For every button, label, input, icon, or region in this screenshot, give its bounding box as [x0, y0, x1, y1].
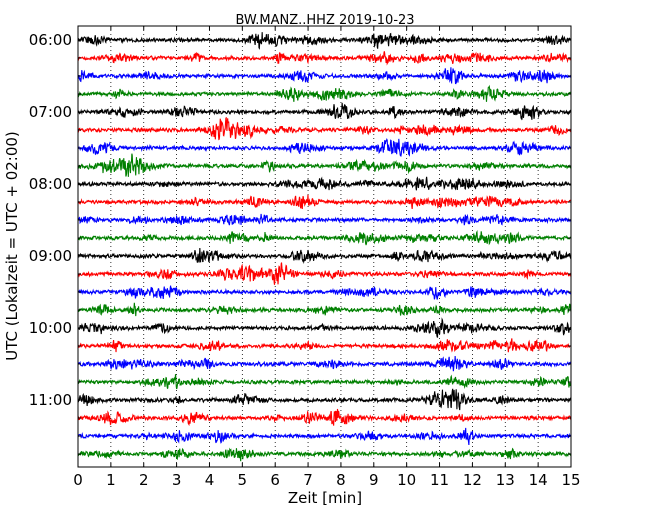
trace-0945: [77, 302, 572, 317]
x-tick-label: 1: [106, 471, 116, 489]
trace-0715: [77, 116, 572, 141]
trace-1115: [77, 408, 572, 427]
y-tick-labels: 06:00 07:00 08:00 09:00 10:00 11:00: [29, 31, 72, 409]
trace-1000: [77, 317, 572, 338]
axis-ticks: [77, 26, 572, 467]
trace-1015: [77, 338, 572, 353]
trace-1045: [77, 374, 572, 390]
y-tick-label: 09:00: [29, 247, 72, 265]
trace-1030: [77, 355, 572, 372]
y-tick-label: 06:00: [29, 31, 72, 49]
plot-frame: [77, 25, 572, 468]
trace-0615: [77, 51, 572, 66]
trace-0930: [77, 285, 572, 300]
trace-1130: [77, 427, 572, 446]
x-tick-label: 2: [139, 471, 149, 489]
trace-0730: [77, 138, 572, 157]
trace-1145: [77, 447, 572, 462]
trace-0830: [77, 213, 572, 226]
x-tick-label: 11: [430, 471, 449, 489]
x-tick-label: 10: [397, 471, 416, 489]
trace-0600: [77, 32, 572, 50]
trace-0700: [77, 102, 572, 121]
y-tick-label: 10:00: [29, 319, 72, 337]
x-tick-label: 4: [205, 471, 215, 489]
trace-0845: [77, 230, 572, 246]
trace-0915: [77, 262, 572, 285]
x-axis-label: Zeit [min]: [288, 489, 362, 507]
y-tick-label: 08:00: [29, 175, 72, 193]
x-tick-labels: 0 1 2 3 4 5 6 7 8 9 10 11 12 13 14 15: [73, 471, 580, 489]
x-tick-label: 13: [496, 471, 515, 489]
y-tick-label: 11:00: [29, 391, 72, 409]
trace-0800: [77, 176, 572, 191]
x-tick-label: 3: [172, 471, 182, 489]
chart-title: BW.MANZ..HHZ 2019-10-23: [235, 13, 414, 28]
vertical-grid: [110, 26, 539, 467]
seismogram-traces: [77, 32, 572, 462]
x-tick-label: 9: [369, 471, 379, 489]
x-tick-label: 6: [270, 471, 280, 489]
trace-0815: [77, 194, 572, 209]
trace-0630: [77, 67, 572, 85]
x-tick-label: 15: [561, 471, 580, 489]
x-tick-label: 14: [529, 471, 548, 489]
trace-0900: [77, 247, 572, 265]
x-tick-label: 8: [336, 471, 346, 489]
trace-1100: [77, 388, 572, 411]
y-axis-label: UTC (Lokalzeit = UTC + 02:00): [3, 131, 21, 361]
x-tick-label: 7: [303, 471, 313, 489]
trace-0745: [77, 153, 572, 177]
x-tick-label: 12: [463, 471, 482, 489]
x-tick-label: 5: [238, 471, 248, 489]
y-tick-label: 07:00: [29, 103, 72, 121]
x-tick-label: 0: [73, 471, 83, 489]
trace-0645: [77, 84, 572, 102]
